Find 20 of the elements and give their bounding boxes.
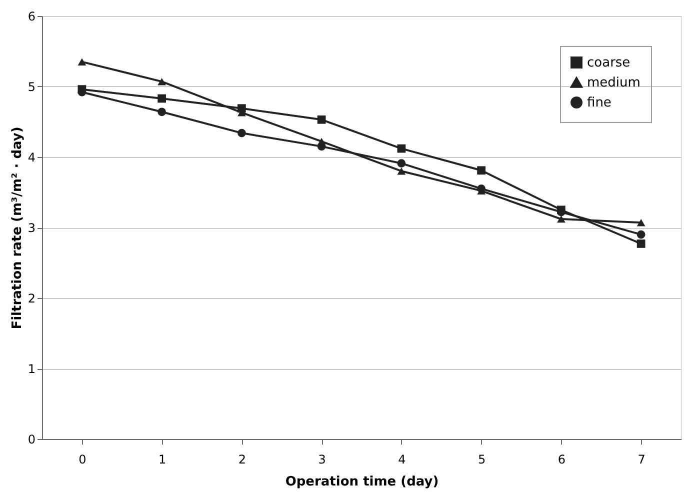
y-tick-label: 4 [28,150,36,164]
y-tick-label: 1 [28,362,36,376]
legend-label: medium [587,76,640,90]
x-tick-label: 3 [318,452,326,466]
y-tick-label: 0 [28,432,36,446]
y-axis-title: Filtration rate (m³/m² · day) [10,126,25,330]
legend-label: fine [587,96,612,110]
x-tick-label: 1 [158,452,166,466]
y-tick-label: 5 [28,80,36,94]
x-axis-title: Operation time (day) [285,474,439,490]
y-tick-label: 3 [28,221,36,235]
x-tick-label: 6 [558,452,566,466]
x-tick-label: 4 [398,452,406,466]
legend-label: coarse [587,56,630,70]
y-tick-label: 2 [28,292,36,306]
x-tick-label: 5 [478,452,486,466]
y-tick-label: 6 [28,10,36,24]
x-tick-label: 0 [78,452,86,466]
x-tick-label: 2 [238,452,246,466]
x-tick-label: 7 [638,452,646,466]
